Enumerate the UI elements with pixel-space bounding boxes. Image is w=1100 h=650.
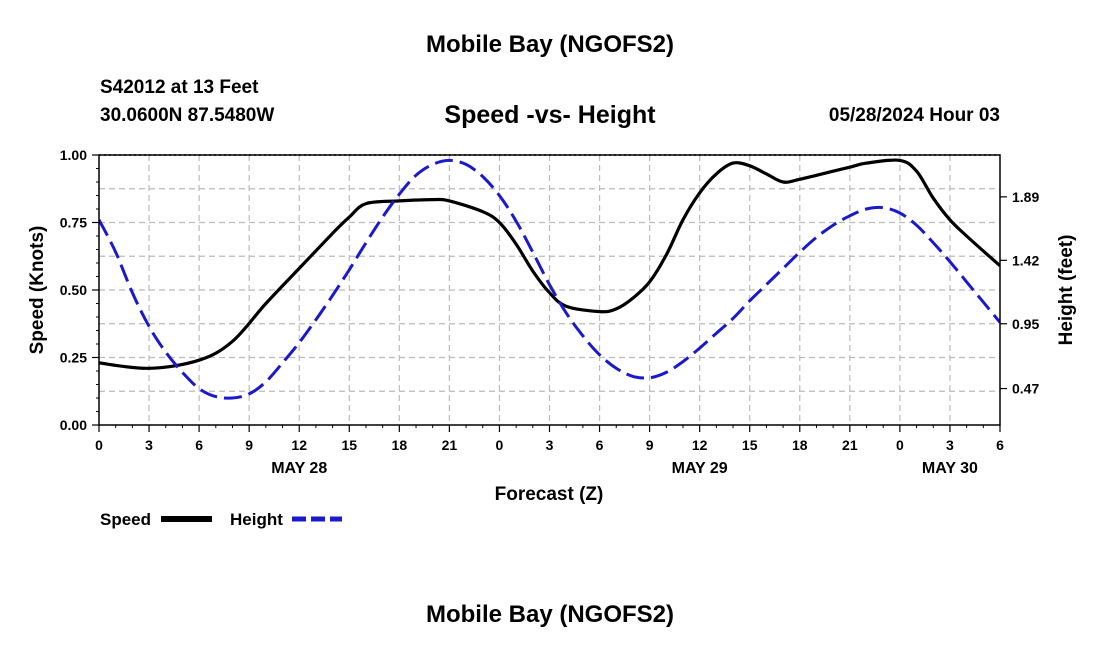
x-tick-label: 6 (195, 437, 203, 453)
y2-tick-label: 1.42 (1012, 252, 1039, 268)
x-tick-label: 12 (692, 437, 708, 453)
tick-labels: 0 3 6 9 12 15 18 21 0 3 6 9 12 15 18 21 0 3 6 MAY 28 MAY 29 M… (60, 147, 1040, 477)
series-line-height (99, 158, 1000, 400)
x-tick-label: 0 (896, 437, 904, 453)
series-line-speed (99, 158, 1000, 370)
x-tick-label: 0 (95, 437, 103, 453)
x-tick-label: 3 (145, 437, 153, 453)
footer-title: Mobile Bay (NGOFS2) (425, 601, 675, 628)
date-label: MAY 29 (672, 460, 728, 477)
x-tick-label: 15 (742, 437, 758, 453)
x-axis-title: Forecast (Z) (495, 484, 604, 505)
x-tick-label: 3 (546, 437, 554, 453)
y-tick-label: 0.00 (60, 417, 87, 433)
chart-title: Mobile Bay (NGOFS2) (425, 31, 675, 58)
y2-tick-label: 0.47 (1012, 381, 1039, 397)
speed-height-chart: 0 3 6 9 12 15 18 21 0 3 6 9 12 15 18 21 0 3 6 MAY 28 MAY 29 M… (27, 147, 1077, 529)
y-axis-title: Speed (Knots) (27, 226, 48, 355)
y-tick-label: 0.25 (60, 350, 87, 366)
x-tick-label: 6 (996, 437, 1004, 453)
x-tick-label: 9 (245, 437, 253, 453)
y-tick-label: 0.50 (60, 282, 87, 298)
x-tick-label: 21 (442, 437, 458, 453)
x-tick-label: 9 (646, 437, 654, 453)
y2-axis-title: Height (feet) (1056, 235, 1077, 346)
y2-tick-label: 0.95 (1012, 316, 1039, 332)
x-tick-label: 18 (792, 437, 808, 453)
tick-marks (92, 154, 1007, 432)
chart-subtitle: Speed -vs- Height (444, 101, 656, 129)
y-tick-label: 0.75 (60, 215, 87, 231)
x-tick-label: 15 (341, 437, 357, 453)
x-tick-label: 18 (392, 437, 408, 453)
y-tick-label: 1.00 (60, 147, 87, 163)
y2-tick-label: 1.89 (1012, 189, 1039, 205)
legend-label-height: Height (230, 510, 283, 529)
x-tick-label: 21 (842, 437, 858, 453)
x-tick-label: 3 (946, 437, 954, 453)
x-tick-label: 12 (291, 437, 307, 453)
legend: Speed Height (100, 510, 342, 529)
forecast-datetime: 05/28/2024 Hour 03 (828, 105, 1000, 126)
station-id: S42012 at 13 Feet (100, 77, 259, 98)
x-tick-label: 6 (596, 437, 604, 453)
legend-label-speed: Speed (100, 510, 151, 529)
x-tick-label: 0 (496, 437, 504, 453)
series-layer (99, 158, 1000, 400)
station-coordinates: 30.0600N 87.5480W (100, 105, 275, 126)
grid-lines (99, 154, 1000, 425)
date-label: MAY 28 (271, 460, 327, 477)
date-label: MAY 30 (922, 460, 978, 477)
